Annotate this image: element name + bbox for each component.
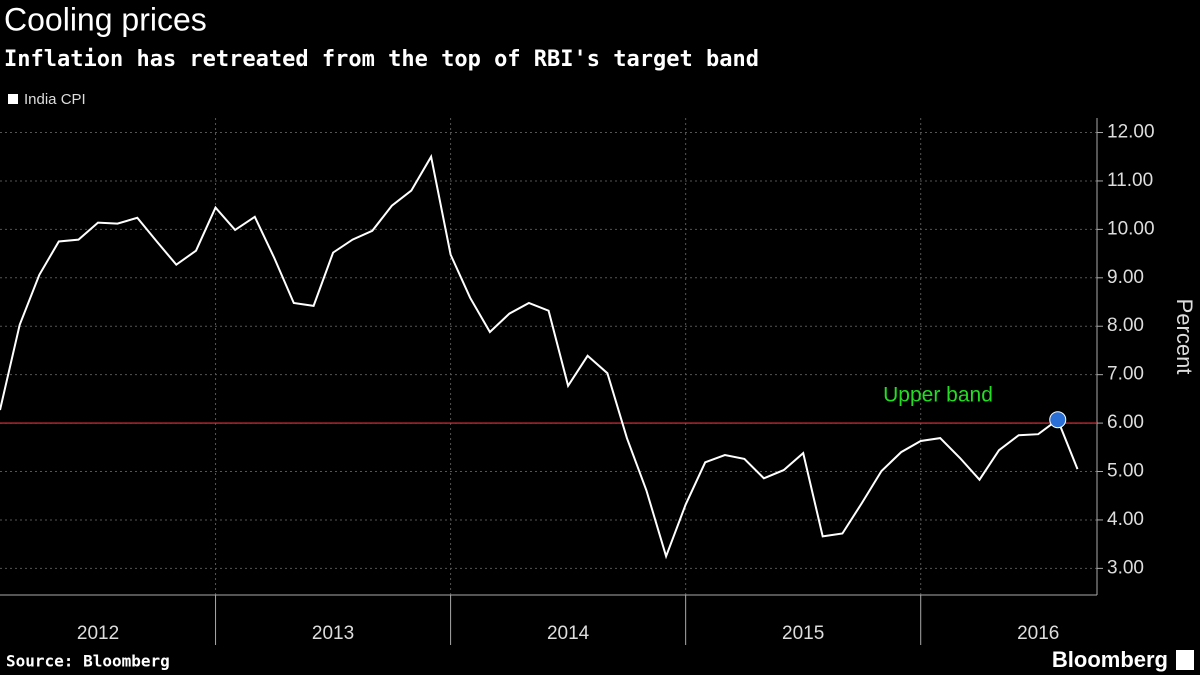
x-tick-label: 2016 [1017,623,1059,644]
brand-icon [1176,650,1194,670]
annotation: Upper band [883,384,993,407]
legend-label: India CPI [24,91,86,108]
y-tick-label: 12.00 [1107,122,1155,143]
legend-swatch [8,94,18,104]
x-tick-label: 2014 [547,623,590,644]
series-line [0,153,1079,560]
source: Source: Bloomberg [6,652,170,671]
highlight-point [1049,411,1067,429]
y-tick-label: 3.00 [1107,557,1144,578]
x-tick-label: 2015 [782,623,824,644]
y-tick-label: 8.00 [1107,315,1144,336]
x-tick-label: 2012 [77,623,119,644]
y-tick-label: 9.00 [1107,267,1144,288]
y-tick-label: 6.00 [1107,412,1144,433]
y-tick-label: 7.00 [1107,364,1144,385]
y-tick-label: 4.00 [1107,509,1144,530]
chart-subtitle: Inflation has retreated from the top of … [4,47,759,72]
chart-title: Cooling prices [4,1,207,37]
y-tick-label: 11.00 [1107,170,1153,191]
brand: Bloomberg [1052,647,1168,672]
y-tick-label: 5.00 [1107,461,1144,482]
y-tick-label: 10.00 [1107,218,1155,239]
x-tick-label: 2013 [312,623,354,644]
y-axis-title: Percent [1172,299,1197,375]
